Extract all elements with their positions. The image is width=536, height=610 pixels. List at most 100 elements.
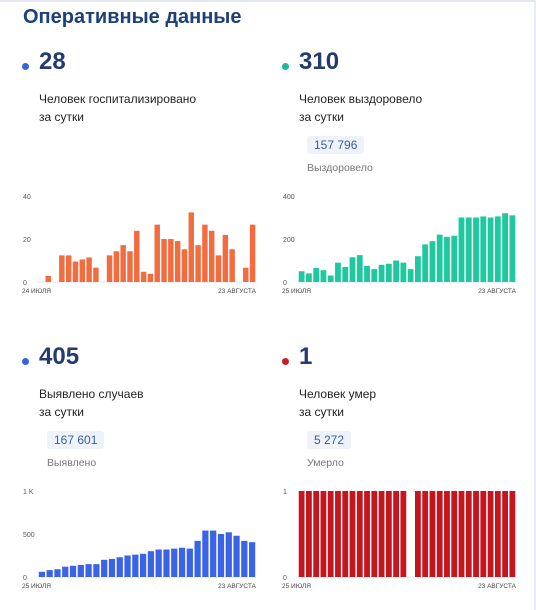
bar (210, 530, 217, 577)
y-tick-label: 20 (23, 237, 31, 244)
bar (79, 259, 86, 282)
bar (364, 265, 370, 283)
bar (480, 216, 487, 282)
bar (371, 491, 378, 577)
bar (414, 491, 421, 577)
description-line-2: за сутки (39, 110, 84, 124)
bar (451, 491, 458, 577)
bar (101, 559, 108, 577)
bar (465, 491, 472, 577)
daily-value: 405 (39, 343, 80, 370)
bar (241, 540, 248, 577)
description-line-1: Выявлено случаев (39, 387, 144, 401)
status-dot (22, 358, 29, 365)
description-line-2: за сутки (39, 405, 84, 419)
bar (335, 262, 341, 282)
bar (385, 491, 392, 577)
bar (65, 255, 72, 282)
bar (371, 269, 378, 282)
y-tick-label: 0 (23, 575, 27, 582)
bar (202, 530, 209, 577)
bar (46, 570, 53, 577)
daily-value: 310 (299, 48, 340, 75)
bar (208, 230, 215, 282)
card-description: Человек умер за сутки (299, 385, 509, 421)
daily-value: 28 (39, 48, 66, 75)
bar (195, 245, 201, 282)
bar (335, 491, 341, 577)
status-dot (282, 63, 289, 70)
total-value: 167 601 (47, 431, 105, 449)
bar (62, 566, 69, 577)
description-line-1: Человек госпитализировано (39, 92, 197, 106)
page-title: Оперативные данные (23, 6, 242, 28)
bar (215, 255, 222, 282)
bar (229, 249, 235, 282)
bar (113, 251, 120, 282)
x-end-label: 23 АВГУСТА (218, 288, 257, 295)
bar (487, 217, 494, 282)
bar (108, 558, 116, 577)
bar (473, 491, 479, 577)
y-tick-label: 0 (283, 280, 287, 287)
right-divider (534, 0, 536, 610)
bar (422, 244, 429, 283)
bar (502, 213, 508, 282)
bar (233, 535, 240, 577)
top-divider (0, 0, 536, 2)
bar (178, 547, 186, 577)
bar (168, 239, 174, 282)
card-description: Человек госпитализировано за сутки (39, 90, 249, 126)
bar (93, 564, 100, 577)
bar (86, 257, 92, 282)
bar (217, 534, 225, 577)
bar (429, 241, 436, 282)
bar (69, 565, 77, 577)
bar (356, 255, 363, 283)
deaths-bar-chart: 0 1 25 ИЮЛЯ 23 АВГУСТА (282, 489, 517, 590)
bar (429, 491, 436, 577)
bar (72, 261, 79, 282)
x-start-label: 24 ИЮЛЯ (22, 288, 51, 295)
total-value: 5 272 (307, 431, 352, 449)
description-line-1: Человек умер (299, 387, 377, 401)
bar (444, 491, 450, 577)
card-description: Человек выздоровело за сутки (299, 90, 509, 126)
bar (465, 217, 472, 282)
bar (93, 267, 99, 282)
bar (116, 557, 123, 577)
bar (85, 564, 92, 577)
bar (342, 266, 349, 282)
y-tick-label: 1 K (23, 489, 34, 496)
total-label: Выздоровело (307, 162, 373, 174)
bar (400, 262, 407, 282)
bar (186, 548, 193, 577)
description-line-1: Человек выздоровело (299, 92, 423, 106)
description-line-2: за сутки (299, 405, 344, 419)
bar (458, 217, 465, 282)
bar (120, 245, 126, 282)
y-tick-label: 1 (283, 489, 287, 496)
bar (349, 257, 356, 282)
bar (494, 491, 501, 577)
total-label: Выявлено (47, 457, 97, 469)
bar (249, 224, 256, 282)
description-line-2: за сутки (299, 110, 344, 124)
bar (202, 224, 208, 282)
y-tick-label: 200 (283, 237, 295, 244)
bar (458, 491, 465, 577)
y-tick-label: 0 (283, 575, 287, 582)
bar (38, 571, 46, 577)
total-label: Умерло (307, 457, 344, 469)
bar (400, 491, 407, 577)
bar (480, 491, 487, 577)
bar (393, 260, 399, 282)
bar (320, 270, 327, 282)
bar (342, 491, 349, 577)
bar (385, 263, 392, 282)
bar (140, 271, 147, 282)
bar (451, 235, 458, 282)
bar (45, 275, 51, 282)
card-description: Выявлено случаев за сутки (39, 385, 249, 421)
